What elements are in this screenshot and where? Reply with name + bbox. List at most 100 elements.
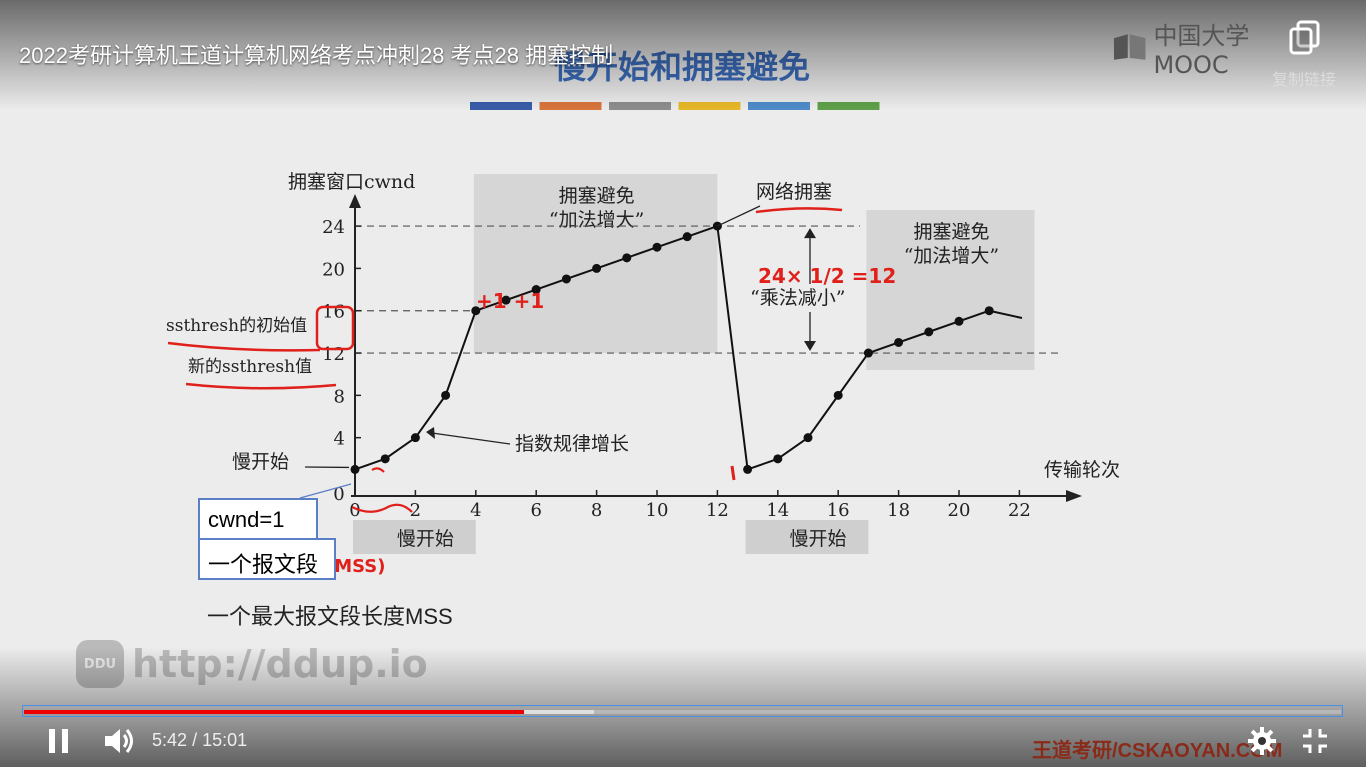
red-scribble-axis (351, 503, 413, 513)
data-point (531, 285, 541, 295)
data-point (924, 327, 934, 337)
y-tick-label: 8 (334, 386, 345, 407)
red-plus-note: +1 +1 (476, 289, 544, 313)
footer-brand: 王道考研/CSKAOYAN.COM (1032, 740, 1283, 762)
x-tick-label: 2 (410, 500, 421, 521)
settings-button[interactable] (1247, 726, 1277, 756)
exponential-callout: 指数规律增长 (515, 433, 629, 455)
color-bar-segment (470, 102, 532, 110)
watermark-badge: DDU (76, 640, 124, 688)
chart-series (350, 221, 1023, 474)
data-point (682, 232, 692, 242)
y-tick-label: 12 (322, 344, 345, 365)
region-label: 拥塞避免 (913, 221, 989, 243)
ssthresh-new-label: 新的ssthresh值 (188, 357, 312, 377)
red-mss-note: (MSS) (326, 556, 385, 577)
slow-start-callout: 慢开始 (232, 451, 289, 473)
region-sublabel: “加法增大” (549, 209, 644, 231)
copy-icon (1289, 20, 1320, 55)
cwnd-line (354, 224, 990, 471)
data-point (803, 433, 813, 443)
segment-box: 一个报文段 (198, 538, 336, 580)
data-point (743, 464, 753, 474)
x-tick-label: 14 (766, 500, 789, 521)
volume-button[interactable] (102, 724, 136, 758)
data-point (984, 306, 994, 316)
decrease-arrow-head-up (804, 228, 816, 239)
data-point (350, 464, 360, 474)
region-label: 拥塞避免 (559, 185, 635, 207)
x-axis-arrow (1066, 490, 1082, 502)
data-point (501, 295, 511, 305)
x-tick-label: 4 (470, 500, 481, 521)
y-tick-label: 16 (322, 302, 345, 323)
data-point (561, 274, 571, 284)
data-point (380, 454, 390, 464)
data-point (833, 390, 843, 400)
progress-played (24, 710, 525, 714)
cwnd-box: cwnd=1 (198, 498, 318, 540)
slow-start-region (353, 520, 476, 554)
copy-link-button[interactable]: 复制链接 (1262, 18, 1352, 89)
time-separator: / (192, 730, 198, 750)
data-point (410, 433, 420, 443)
x-tick-label: 12 (706, 500, 729, 521)
duration: 15:01 (202, 730, 248, 750)
color-bar-segment (817, 102, 880, 110)
color-bar-segment (539, 102, 602, 110)
watermark: DDU http://ddup.io (76, 640, 428, 688)
x-tick-label: 0 (349, 500, 360, 521)
exit-fullscreen-icon (1303, 729, 1327, 753)
x-tick-label: 8 (591, 500, 602, 521)
x-tick-label: 16 (827, 500, 850, 521)
color-bar-segment (748, 102, 810, 110)
red-tick-mark (371, 467, 385, 473)
red-underline-initial (167, 341, 321, 352)
handwritten-annotations: +1 +1 24× 1/2 =12 (MSS) (167, 207, 896, 577)
copy-link-label: 复制链接 (1271, 70, 1336, 89)
threshold-lines (355, 225, 1060, 354)
exit-fullscreen-button[interactable] (1300, 726, 1330, 756)
data-point (954, 316, 964, 326)
chart-axes: 拥塞窗口cwnd 传输轮次 (288, 171, 1120, 502)
exponential-arrow-head (426, 427, 435, 439)
data-point (652, 242, 662, 252)
region-label: 慢开始 (789, 528, 846, 550)
y-tick-label: 24 (322, 217, 345, 238)
data-point (592, 263, 602, 273)
congestion-pointer (717, 205, 761, 227)
mooc-logo-text: 中国大学MOOC (1153, 21, 1250, 79)
red-formula-note: 24× 1/2 =12 (758, 264, 896, 288)
x-tick-label: 22 (1008, 500, 1031, 521)
exponential-pointer (431, 432, 511, 445)
gear-icon (1248, 727, 1276, 755)
red-underline-new (185, 382, 337, 390)
data-point (773, 454, 783, 464)
video-title: 2022考研计算机王道计算机网络考点冲刺28 考点28 拥塞控制 (19, 43, 614, 68)
region-label: 慢开始 (397, 528, 454, 550)
y-tick-label: 4 (334, 429, 345, 450)
progress-bar[interactable] (22, 705, 1343, 717)
mooc-logo: 中国大学MOOC (1112, 22, 1322, 79)
slow-start-region (745, 520, 869, 554)
x-tick-label: 20 (948, 500, 971, 521)
ssthresh-initial-label: ssthresh的初始值 (166, 316, 307, 336)
y-tick-label: 0 (333, 484, 344, 505)
pause-button[interactable] (44, 726, 74, 756)
decrease-arrow-head-down (804, 341, 816, 352)
red-box-16 (315, 305, 355, 351)
y-axis-title: 拥塞窗口cwnd (288, 171, 415, 193)
data-point (622, 253, 632, 263)
y-tick-label: 20 (322, 259, 345, 280)
cwnd-box-pointer (299, 483, 352, 499)
y-axis-arrow (349, 194, 361, 208)
region-sublabel: “加法增大” (904, 245, 999, 267)
book-logo-icon (1113, 34, 1146, 60)
data-point (894, 337, 904, 347)
x-tick-label: 10 (646, 500, 669, 521)
current-time: 5:42 (152, 730, 188, 750)
